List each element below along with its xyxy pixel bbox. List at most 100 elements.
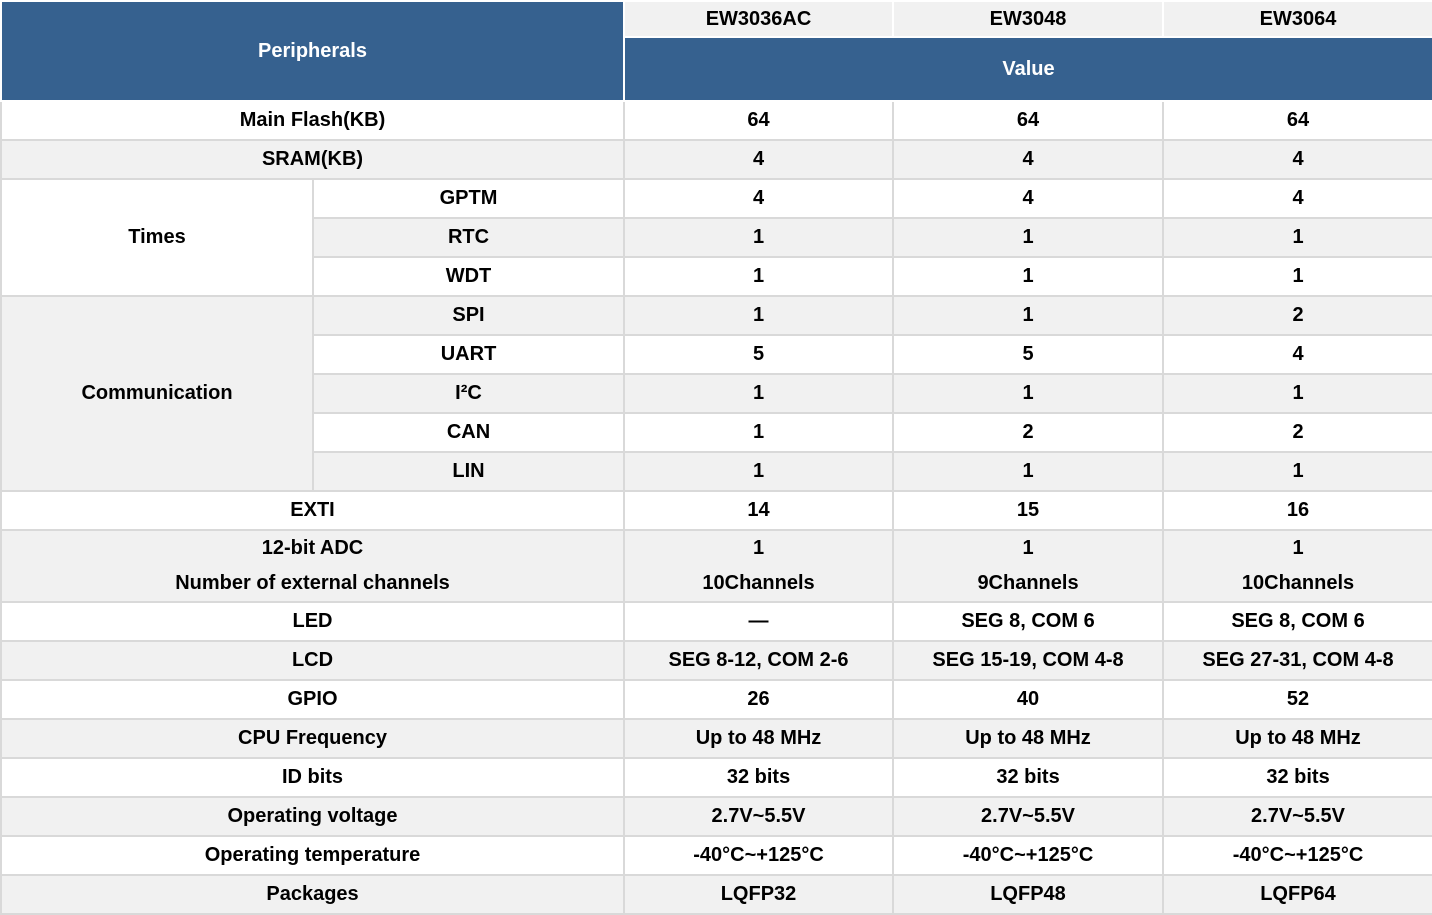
value-cell: LQFP32 [623, 874, 895, 915]
value-cell: LQFP48 [892, 874, 1165, 915]
table-row-id-bits: ID bits 32 bits 32 bits 32 bits [0, 757, 1432, 798]
value-cell: 64 [892, 100, 1165, 141]
table-row-spi: Communication SPI 1 1 2 [0, 295, 1432, 492]
table-row-operating-temperature: Operating temperature -40°C~+125°C -40°C… [0, 835, 1432, 876]
row-label-led: LED [0, 601, 626, 642]
table-row-packages: Packages LQFP32 LQFP48 LQFP64 [0, 874, 1432, 915]
table-row-sram: SRAM(KB) 4 4 4 [0, 139, 1432, 180]
value-cell: 1 9Channels [892, 529, 1165, 603]
model-header-ew3064: EW3064 [1162, 0, 1432, 38]
value-cell: 2.7V~5.5V [623, 796, 895, 837]
value-cell: 1 [892, 295, 1165, 336]
value-cell: 2 [1162, 295, 1432, 336]
value-cell: 1 [892, 373, 1165, 414]
value-cell: 4 [1162, 139, 1432, 180]
row-label-i2c: I²C [311, 373, 626, 414]
value-cell: 1 [623, 373, 895, 414]
adc-value-line2: 9Channels [977, 572, 1079, 594]
row-label-exti: EXTI [0, 490, 626, 531]
model-header-ew3048: EW3048 [892, 0, 1165, 38]
table-row-cpu-frequency: CPU Frequency Up to 48 MHz Up to 48 MHz … [0, 718, 1432, 759]
row-label-rtc: RTC [311, 217, 626, 258]
table-row-wdt: WDT 1 1 1 [1, 256, 1432, 297]
value-cell: 52 [1162, 679, 1432, 720]
table-row-gpio: GPIO 26 40 52 [0, 679, 1432, 720]
value-cell: 1 [623, 256, 895, 297]
row-label-uart: UART [311, 334, 626, 375]
adc-value-line2: 10Channels [702, 572, 815, 594]
adc-value-line1: 1 [752, 537, 765, 559]
row-label-operating-temperature: Operating temperature [0, 835, 626, 876]
value-cell: — [623, 601, 895, 642]
value-cell: 4 [623, 139, 895, 180]
value-cell: 14 [623, 490, 895, 531]
value-cell: LQFP64 [1162, 874, 1432, 915]
value-cell: 1 [623, 217, 895, 258]
table-row-uart: UART 5 5 4 [1, 334, 1432, 375]
group-label-communication: Communication [0, 295, 314, 492]
value-cell: 26 [623, 679, 895, 720]
value-cell: 1 10Channels [1162, 529, 1432, 603]
value-cell: SEG 8-12, COM 2-6 [623, 640, 895, 681]
value-cell: Up to 48 MHz [892, 718, 1165, 759]
group-label-times: Times [0, 178, 314, 297]
header-row-models: Peripherals EW3036AC EW3048 EW3064 [0, 0, 1432, 102]
header-row-value: Value [1, 36, 1432, 102]
value-cell: 32 bits [1162, 757, 1432, 798]
value-cell: 1 [623, 451, 895, 492]
value-cell: 2.7V~5.5V [892, 796, 1165, 837]
adc-label-line1: 12-bit ADC [261, 537, 364, 559]
value-header-cell: Value [623, 36, 1432, 102]
value-cell: 4 [1162, 178, 1432, 219]
value-cell: 1 [1162, 217, 1432, 258]
value-cell: 4 [892, 178, 1165, 219]
value-cell: -40°C~+125°C [623, 835, 895, 876]
row-label-spi: SPI [311, 295, 626, 336]
table-row-rtc: RTC 1 1 1 [1, 217, 1432, 258]
value-cell: SEG 27-31, COM 4-8 [1162, 640, 1432, 681]
value-cell: 5 [623, 334, 895, 375]
table-row-adc: 12-bit ADC Number of external channels 1… [0, 529, 1432, 603]
value-cell: 1 [623, 412, 895, 453]
value-cell: 2 [892, 412, 1165, 453]
table-row-lin: LIN 1 1 1 [1, 451, 1432, 492]
row-label-id-bits: ID bits [0, 757, 626, 798]
value-cell: 32 bits [623, 757, 895, 798]
row-label-gptm: GPTM [311, 178, 626, 219]
value-cell: 64 [1162, 100, 1432, 141]
value-cell: 1 [1162, 373, 1432, 414]
value-cell: -40°C~+125°C [1162, 835, 1432, 876]
value-cell: 2 [1162, 412, 1432, 453]
row-label-lcd: LCD [0, 640, 626, 681]
value-cell: 4 [892, 139, 1165, 180]
value-cell: 1 10Channels [623, 529, 895, 603]
value-cell: 4 [1162, 334, 1432, 375]
adc-value-line1: 1 [1022, 537, 1034, 559]
value-cell: 15 [892, 490, 1165, 531]
table-row-operating-voltage: Operating voltage 2.7V~5.5V 2.7V~5.5V 2.… [0, 796, 1432, 837]
value-cell: 16 [1162, 490, 1432, 531]
value-cell: SEG 8, COM 6 [892, 601, 1165, 642]
value-cell: 1 [1162, 256, 1432, 297]
table-row-led: LED — SEG 8, COM 6 SEG 8, COM 6 [0, 601, 1432, 642]
value-cell: 1 [892, 451, 1165, 492]
value-cell: Up to 48 MHz [623, 718, 895, 759]
value-cell: 1 [892, 256, 1165, 297]
table-row-lcd: LCD SEG 8-12, COM 2-6 SEG 15-19, COM 4-8… [0, 640, 1432, 681]
table-row-gptm: Times GPTM 4 4 4 [0, 178, 1432, 297]
value-cell: Up to 48 MHz [1162, 718, 1432, 759]
value-cell: 2.7V~5.5V [1162, 796, 1432, 837]
row-label-sram: SRAM(KB) [0, 139, 626, 180]
adc-value-line1: 1 [1292, 537, 1304, 559]
adc-label-line2: Number of external channels [175, 572, 450, 594]
row-label-cpu-frequency: CPU Frequency [0, 718, 626, 759]
value-cell: 4 [623, 178, 895, 219]
table-row-can: CAN 1 2 2 [1, 412, 1432, 453]
row-label-can: CAN [311, 412, 626, 453]
value-cell: 40 [892, 679, 1165, 720]
value-cell: 5 [892, 334, 1165, 375]
row-label-gpio: GPIO [0, 679, 626, 720]
value-cell: 64 [623, 100, 895, 141]
row-label-operating-voltage: Operating voltage [0, 796, 626, 837]
